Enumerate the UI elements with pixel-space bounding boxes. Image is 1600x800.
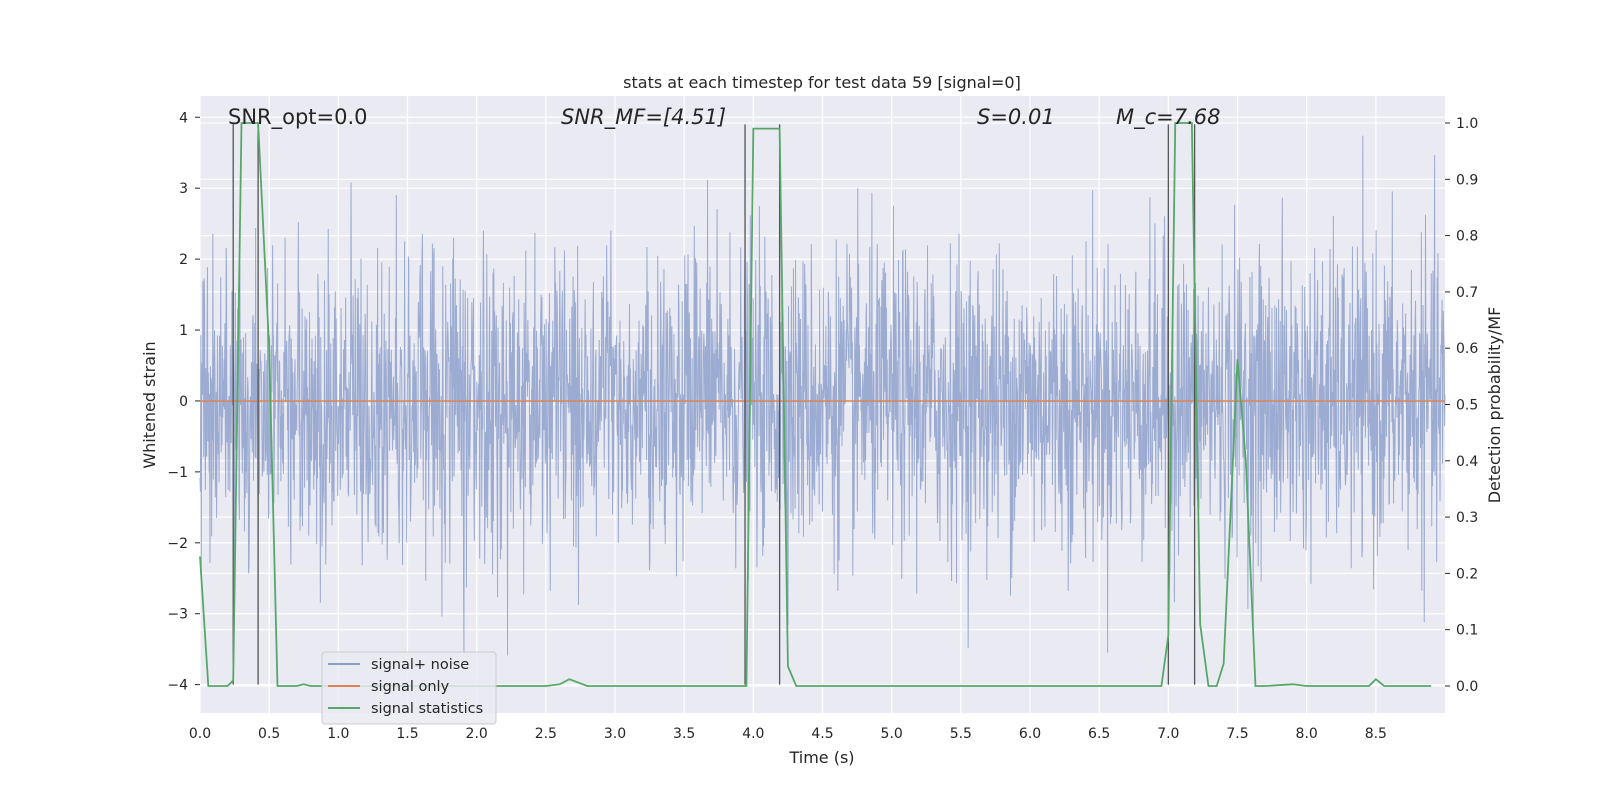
x-tick-label: 0.5 (258, 726, 280, 742)
x-axis-label: Time (s) (788, 748, 854, 767)
x-tick-label: 0.0 (189, 726, 211, 742)
x-tick-label: 7.5 (1226, 726, 1248, 742)
x-tick-label: 8.0 (1296, 726, 1318, 742)
x-tick-label: 1.5 (396, 726, 418, 742)
noise-series (199, 135, 1446, 656)
annotations: SNR_opt=0.0 SNR_MF=[4.51] S=0.01 M_c=7.6… (228, 105, 1221, 130)
y2-tick-label: 0.7 (1456, 285, 1478, 301)
x-axis-ticks: 0.0 0.5 1.0 1.5 2.0 2.5 3.0 3.5 4.0 4.5 5.0 5.5 6.0 6… (189, 726, 1387, 742)
signal-statistics-line (199, 122, 1432, 687)
y-tick-label: −2 (167, 536, 188, 552)
y2-tick-label: 0.3 (1456, 510, 1478, 526)
annotation-mc: M_c=7.68 (1116, 105, 1221, 130)
x-tick-label: 3.5 (673, 726, 695, 742)
x-tick-label: 5.0 (881, 726, 903, 742)
x-tick-label: 6.5 (1088, 726, 1110, 742)
y-axis-label: Whitened strain (140, 341, 159, 468)
y2-tick-label: 0.8 (1456, 229, 1478, 245)
x-tick-label: 1.0 (327, 726, 349, 742)
y2-tick-label: 0.1 (1456, 623, 1478, 639)
y-tick-label: 3 (179, 181, 188, 197)
y-tick-label: −4 (167, 678, 188, 694)
x-tick-label: 2.0 (466, 726, 488, 742)
x-tick-label: 4.0 (742, 726, 764, 742)
legend-label-signal-only: signal only (371, 679, 450, 695)
y-axis-ticks: 4 3 2 1 0 −1 −2 −3 −4 (167, 110, 200, 694)
y-tick-label: 0 (179, 394, 188, 410)
x-tick-label: 4.5 (811, 726, 833, 742)
chart-title: stats at each timestep for test data 59 … (623, 73, 1021, 92)
x-tick-label: 2.5 (535, 726, 557, 742)
y2-tick-label: 0.4 (1456, 454, 1478, 470)
x-tick-label: 5.5 (950, 726, 972, 742)
y2-tick-label: 0.9 (1456, 172, 1478, 188)
annotation-s: S=0.01 (977, 105, 1055, 129)
x-tick-label: 6.0 (1019, 726, 1041, 742)
x-tick-label: 8.5 (1365, 726, 1387, 742)
noise-line (199, 135, 1446, 656)
y2-axis-ticks: 1.0 0.9 0.8 0.7 0.6 0.5 0.4 0.3 0.2 0.1 0.0 (1445, 116, 1478, 695)
y2-axis-label: Detection probability/MF (1485, 307, 1504, 504)
y-tick-label: 1 (179, 323, 188, 339)
y2-tick-label: 0.6 (1456, 341, 1478, 357)
legend-box (321, 651, 497, 725)
legend: signal+ noise signal only signal statist… (321, 651, 497, 725)
annotation-snr-mf: SNR_MF=[4.51] (561, 105, 726, 130)
signal-statistics-series (199, 122, 1432, 687)
y2-tick-label: 0.0 (1456, 679, 1478, 695)
y-tick-label: 2 (179, 252, 188, 268)
y2-tick-label: 1.0 (1456, 116, 1478, 132)
annotation-snr-opt: SNR_opt=0.0 (228, 105, 368, 130)
y-tick-label: −1 (167, 465, 188, 481)
x-tick-label: 7.0 (1157, 726, 1179, 742)
legend-label-signal-statistics: signal statistics (371, 701, 483, 717)
x-tick-label: 3.0 (604, 726, 626, 742)
y-tick-label: 4 (179, 110, 188, 126)
legend-label-signal-noise: signal+ noise (371, 657, 469, 673)
y2-tick-label: 0.5 (1456, 398, 1478, 414)
y-tick-label: −3 (167, 607, 188, 623)
y2-tick-label: 0.2 (1456, 566, 1478, 582)
